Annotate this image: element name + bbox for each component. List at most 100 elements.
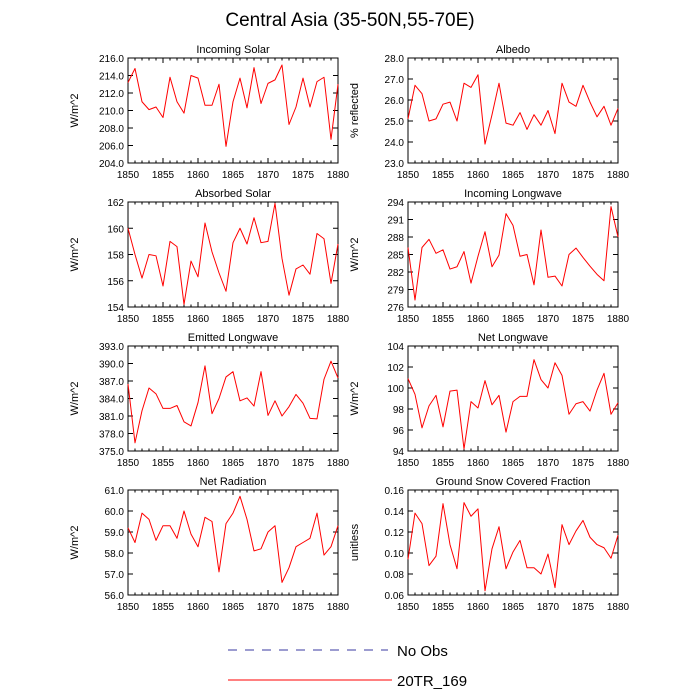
x-tick-label: 1855	[152, 458, 175, 469]
y-tick-label: 384.0	[99, 395, 124, 406]
x-tick-label: 1870	[257, 602, 280, 613]
panel-title: Incoming Solar	[196, 44, 270, 56]
y-axis-label: W/m^2	[349, 382, 361, 416]
y-tick-label: 160	[107, 224, 124, 235]
y-tick-label: 156	[107, 277, 124, 288]
x-tick-label: 1850	[397, 314, 420, 325]
x-tick-label: 1855	[152, 170, 175, 181]
x-tick-label: 1855	[432, 458, 455, 469]
y-tick-label: 27.0	[385, 75, 405, 86]
y-tick-label: 204.0	[99, 159, 124, 170]
panel-title: Ground Snow Covered Fraction	[436, 476, 591, 488]
y-tick-label: 206.0	[99, 142, 124, 153]
y-tick-label: 212.0	[99, 89, 124, 100]
x-tick-label: 1865	[502, 602, 525, 613]
y-tick-label: 60.0	[105, 507, 125, 518]
y-tick-label: 393.0	[99, 342, 124, 353]
panel-title: Incoming Longwave	[464, 188, 562, 200]
x-tick-label: 1880	[327, 458, 350, 469]
page-title: Central Asia (35-50N,55-70E)	[225, 10, 475, 31]
x-tick-label: 1860	[467, 458, 490, 469]
x-tick-label: 1875	[292, 602, 315, 613]
x-tick-label: 1865	[222, 314, 245, 325]
y-tick-label: 94	[393, 447, 405, 458]
series-line-20tr-169	[407, 359, 619, 450]
series-line-20tr-169	[127, 64, 339, 147]
x-tick-label: 1880	[607, 602, 630, 613]
plot-frame	[127, 57, 339, 164]
panel-title: Net Radiation	[200, 476, 267, 488]
y-tick-label: 28.0	[385, 54, 405, 65]
x-tick-label: 1860	[467, 602, 490, 613]
y-tick-label: 57.0	[105, 570, 125, 581]
x-tick-label: 1875	[292, 314, 315, 325]
y-tick-label: 288	[387, 233, 404, 244]
x-tick-label: 1880	[327, 170, 350, 181]
y-tick-label: 162	[107, 198, 124, 209]
x-tick-label: 1860	[187, 314, 210, 325]
x-tick-label: 1880	[607, 314, 630, 325]
y-tick-label: 0.14	[385, 507, 405, 518]
series-line-20tr-169	[407, 74, 619, 145]
x-tick-label: 1855	[432, 314, 455, 325]
x-tick-label: 1860	[187, 602, 210, 613]
y-tick-label: 387.0	[99, 377, 124, 388]
x-tick-label: 1875	[572, 602, 595, 613]
plot-frame	[127, 345, 339, 452]
x-tick-label: 1875	[572, 458, 595, 469]
x-tick-label: 1860	[467, 170, 490, 181]
x-tick-label: 1865	[222, 458, 245, 469]
y-tick-label: 279	[387, 286, 404, 297]
x-tick-label: 1880	[327, 602, 350, 613]
plot-frame	[407, 489, 619, 596]
y-tick-label: 216.0	[99, 54, 124, 65]
y-tick-label: 390.0	[99, 360, 124, 371]
series-line-20tr-169	[127, 360, 339, 444]
x-tick-label: 1865	[222, 602, 245, 613]
panel-title: Emitted Longwave	[188, 332, 279, 344]
y-axis-label: unitless	[349, 523, 361, 561]
series-line-20tr-169	[127, 495, 339, 583]
x-tick-label: 1865	[222, 170, 245, 181]
x-tick-label: 1865	[502, 314, 525, 325]
plot-frame	[127, 489, 339, 596]
y-tick-label: 59.0	[105, 528, 125, 539]
y-tick-label: 378.0	[99, 430, 124, 441]
panel-title: Albedo	[496, 44, 530, 56]
x-tick-label: 1860	[187, 170, 210, 181]
x-tick-label: 1850	[117, 458, 140, 469]
y-tick-label: 291	[387, 216, 404, 227]
x-tick-label: 1875	[292, 170, 315, 181]
y-tick-label: 96	[393, 426, 405, 437]
plot-frame	[407, 201, 619, 308]
panel-title: Absorbed Solar	[195, 188, 271, 200]
x-tick-label: 1850	[397, 170, 420, 181]
x-tick-label: 1855	[432, 602, 455, 613]
y-tick-label: 100	[387, 384, 404, 395]
panel-title: Net Longwave	[478, 332, 548, 344]
y-tick-label: 0.12	[385, 528, 405, 539]
y-tick-label: 0.16	[385, 486, 405, 497]
y-tick-label: 276	[387, 303, 404, 314]
x-tick-label: 1870	[537, 458, 560, 469]
y-tick-label: 58.0	[105, 549, 125, 560]
y-axis-label: W/m^2	[69, 238, 81, 272]
x-tick-label: 1875	[572, 314, 595, 325]
x-tick-label: 1855	[432, 170, 455, 181]
x-tick-label: 1870	[257, 170, 280, 181]
x-tick-label: 1875	[292, 458, 315, 469]
x-tick-label: 1875	[572, 170, 595, 181]
y-tick-label: 154	[107, 303, 124, 314]
x-tick-label: 1870	[537, 170, 560, 181]
x-tick-label: 1865	[502, 170, 525, 181]
x-tick-label: 1880	[607, 458, 630, 469]
x-tick-label: 1860	[187, 458, 210, 469]
x-tick-label: 1870	[257, 314, 280, 325]
y-tick-label: 98	[393, 405, 405, 416]
y-tick-label: 25.0	[385, 117, 405, 128]
y-tick-label: 210.0	[99, 107, 124, 118]
y-axis-label: % reflected	[349, 83, 361, 138]
plot-frame	[407, 345, 619, 452]
plot-frame	[127, 201, 339, 308]
